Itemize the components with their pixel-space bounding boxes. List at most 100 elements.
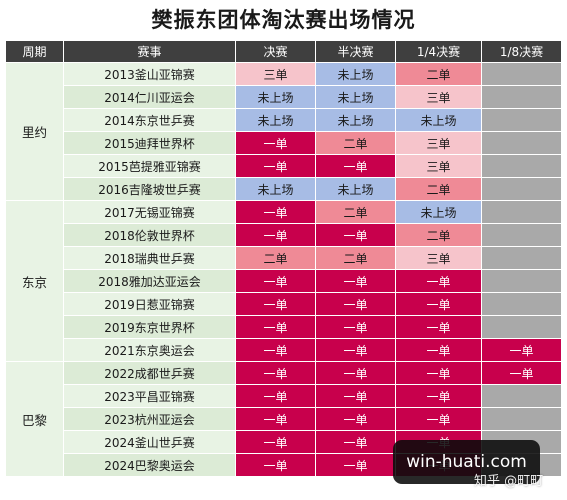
semifinal-cell: 未上场: [315, 108, 396, 132]
event-cell: 2018伦敦世界杯: [63, 223, 236, 247]
final-cell: 一单: [235, 384, 316, 408]
final-cell: 未上场: [235, 108, 316, 132]
event-cell: 2018雅加达亚运会: [63, 269, 236, 293]
quarterfinal-cell: 未上场: [395, 200, 482, 224]
table-row: 2019东京世界杯 一单 一单 一单: [6, 315, 562, 339]
table-row: 2018雅加达亚运会 一单 一单 一单: [6, 269, 562, 293]
table-row: 2014仁川亚运会 未上场 未上场 三单: [6, 85, 562, 109]
quarterfinal-cell: 二单: [395, 62, 482, 86]
quarterfinal-cell: 三单: [395, 85, 482, 109]
final-cell: 一单: [235, 292, 316, 316]
round-of-16-cell: [481, 269, 562, 293]
final-cell: 一单: [235, 453, 316, 477]
semifinal-cell: 一单: [315, 361, 396, 385]
round-of-16-cell: [481, 315, 562, 339]
period-cell: 里约: [5, 62, 64, 201]
period-cell: 巴黎: [5, 361, 64, 477]
table-row: 2019日惹亚锦赛 一单 一单 一单: [6, 292, 562, 316]
quarterfinal-cell: 二单: [395, 177, 482, 201]
final-cell: 一单: [235, 361, 316, 385]
event-cell: 2023平昌亚锦赛: [63, 384, 236, 408]
round-of-16-cell: [481, 223, 562, 247]
event-cell: 2024釜山世乒赛: [63, 430, 236, 454]
quarterfinal-cell: 一单: [395, 338, 482, 362]
table-row: 巴黎 2022成都世乒赛 一单 一单 一单 一单: [5, 361, 562, 477]
site-watermark: win-huati.com: [393, 440, 540, 484]
final-cell: 一单: [235, 131, 316, 155]
quarterfinal-cell: 三单: [395, 246, 482, 270]
event-cell: 2013釜山亚锦赛: [63, 62, 236, 86]
event-cell: 2023杭州亚运会: [63, 407, 236, 431]
table-body: 里约 2013釜山亚锦赛 三单 未上场 二单 2014仁川亚运会 未上场 未上场 三单 2014东…: [5, 62, 562, 477]
semifinal-cell: 一单: [315, 384, 396, 408]
semifinal-cell: 一单: [315, 292, 396, 316]
round-of-16-cell: [481, 292, 562, 316]
round-of-16-cell: [481, 407, 562, 431]
event-cell: 2019日惹亚锦赛: [63, 292, 236, 316]
event-cell: 2016吉隆坡世乒赛: [63, 177, 236, 201]
final-cell: 一单: [235, 315, 316, 339]
round-of-16-cell: [481, 85, 562, 109]
semifinal-cell: 一单: [315, 338, 396, 362]
event-cell: 2019东京世界杯: [63, 315, 236, 339]
final-cell: 一单: [235, 338, 316, 362]
final-cell: 二单: [235, 246, 316, 270]
table-row: 2018伦敦世界杯 一单 一单 二单: [6, 223, 562, 247]
event-cell: 2021东京奥运会: [63, 338, 236, 362]
semifinal-cell: 一单: [315, 223, 396, 247]
table-row: 2018瑞典世乒赛 二单 二单 三单: [6, 246, 562, 270]
final-cell: 一单: [235, 154, 316, 178]
event-cell: 2024巴黎奥运会: [63, 453, 236, 477]
semifinal-cell: 二单: [315, 131, 396, 155]
quarterfinal-cell: 一单: [395, 384, 482, 408]
final-cell: 未上场: [235, 85, 316, 109]
final-cell: 三单: [235, 62, 316, 86]
semifinal-cell: 一单: [315, 407, 396, 431]
table-row: 2016吉隆坡世乒赛 未上场 未上场 二单: [6, 177, 562, 201]
quarterfinal-cell: 一单: [395, 292, 482, 316]
event-cell: 2014东京世乒赛: [63, 108, 236, 132]
final-cell: 未上场: [235, 177, 316, 201]
table-row: 东京 2017无锡亚锦赛 一单 二单 未上场: [5, 200, 562, 362]
table-row: 2021东京奥运会 一单 一单 一单 一单: [6, 338, 562, 362]
event-cell: 2022成都世乒赛: [63, 361, 236, 385]
round-of-16-cell: [481, 200, 562, 224]
semifinal-cell: 未上场: [315, 85, 396, 109]
round-of-16-cell: [481, 131, 562, 155]
event-cell: 2018瑞典世乒赛: [63, 246, 236, 270]
quarterfinal-cell: 三单: [395, 131, 482, 155]
table-row: 里约 2013釜山亚锦赛 三单 未上场 二单: [5, 62, 562, 201]
table-row: 2015芭提雅亚锦赛 一单 一单 三单: [6, 154, 562, 178]
table-row: 2023杭州亚运会 一单 一单 一单: [6, 407, 562, 431]
semifinal-cell: 未上场: [315, 177, 396, 201]
quarterfinal-cell: 一单: [395, 269, 482, 293]
semifinal-cell: 未上场: [315, 62, 396, 86]
period-cell: 东京: [5, 200, 64, 362]
round-of-16-cell: [481, 384, 562, 408]
final-cell: 一单: [235, 430, 316, 454]
event-cell: 2015迪拜世界杯: [63, 131, 236, 155]
header-semifinal: 半决赛: [315, 40, 396, 63]
quarterfinal-cell: 二单: [395, 223, 482, 247]
final-cell: 一单: [235, 223, 316, 247]
quarterfinal-cell: 一单: [395, 315, 482, 339]
quarterfinal-cell: 一单: [395, 407, 482, 431]
semifinal-cell: 一单: [315, 430, 396, 454]
header-period: 周期: [5, 40, 64, 63]
header-event: 赛事: [63, 40, 236, 63]
round-of-16-cell: [481, 62, 562, 86]
final-cell: 一单: [235, 200, 316, 224]
semifinal-cell: 一单: [315, 269, 396, 293]
event-cell: 2017无锡亚锦赛: [63, 200, 236, 224]
event-cell: 2015芭提雅亚锦赛: [63, 154, 236, 178]
round-of-16-cell: [481, 108, 562, 132]
semifinal-cell: 一单: [315, 154, 396, 178]
event-cell: 2014仁川亚运会: [63, 85, 236, 109]
zhihu-watermark: 知乎 @町町: [474, 474, 544, 489]
final-cell: 一单: [235, 269, 316, 293]
header-quarterfinal: 1/4决赛: [395, 40, 482, 63]
semifinal-cell: 二单: [315, 200, 396, 224]
appearance-table: 周期 赛事 决赛 半决赛 1/4决赛 1/8决赛 里约 2013釜山亚锦赛 三单 未上…: [5, 40, 562, 477]
table-title: 樊振东团体淘汰赛出场情况: [151, 8, 416, 32]
